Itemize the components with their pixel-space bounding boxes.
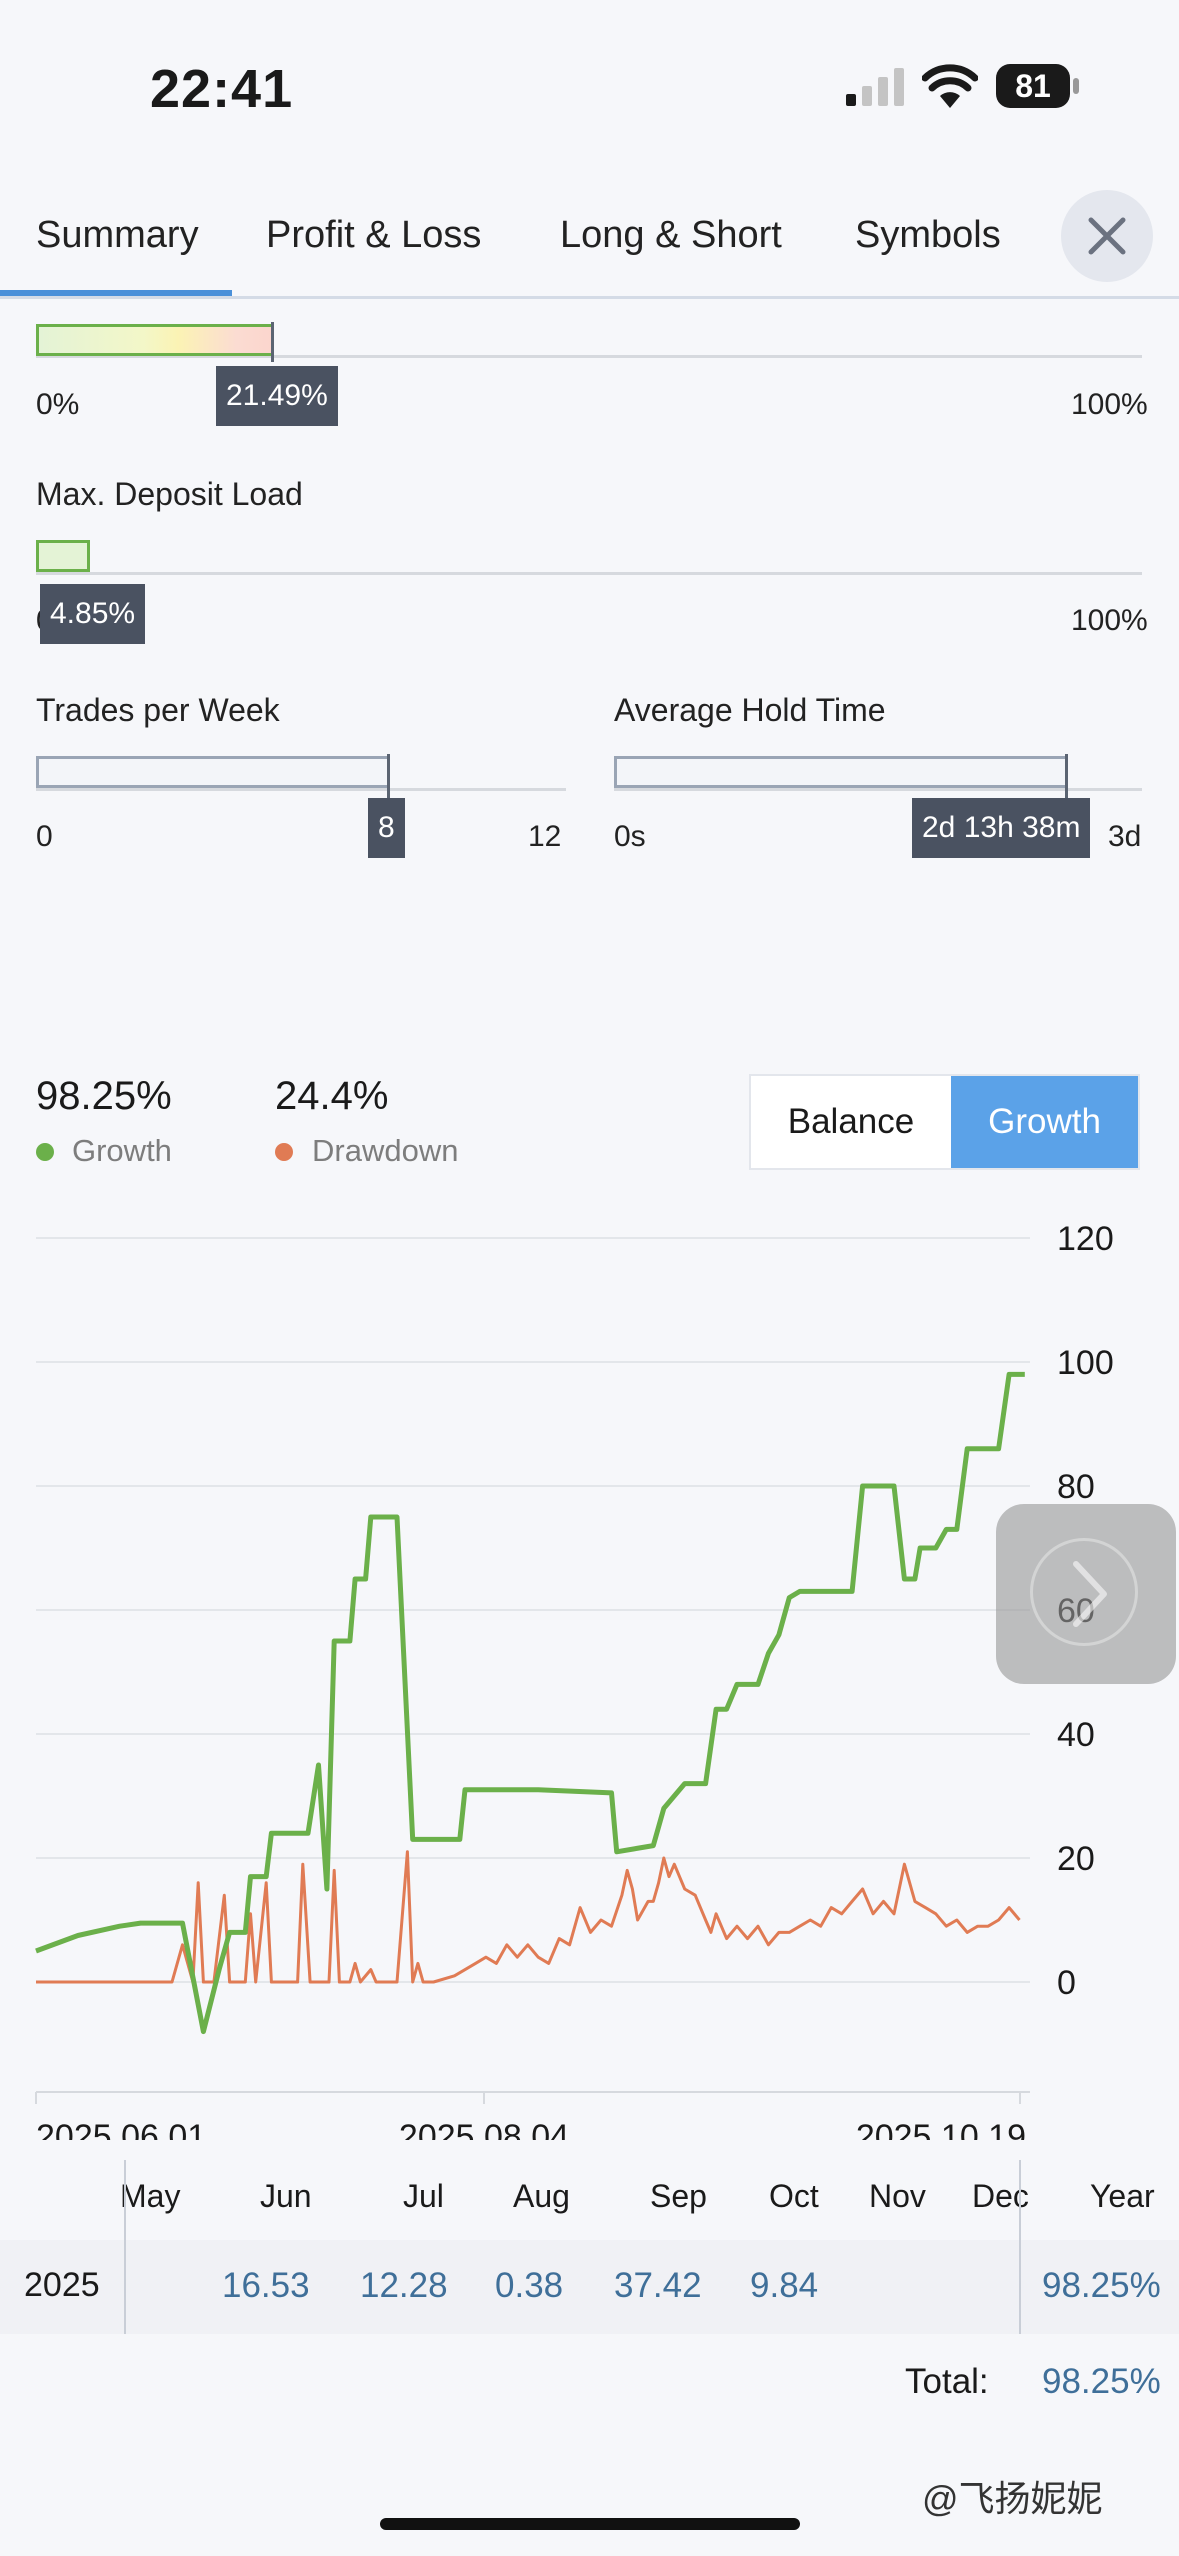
load-gauge-value: 21.49%: [216, 366, 338, 426]
battery-level: 81: [996, 64, 1070, 108]
month-header-jun: Jun: [260, 2178, 312, 2214]
month-header-nov: Nov: [869, 2178, 926, 2214]
value-jul: 12.28: [360, 2266, 448, 2305]
year-header: Year: [1090, 2178, 1155, 2214]
y-tick-label: 120: [1057, 1220, 1114, 1258]
trades-per-week-value: 8: [368, 798, 405, 858]
close-icon: [1088, 217, 1126, 255]
drawdown-label: Drawdown: [312, 1133, 459, 1168]
trades-per-week-min: 0: [36, 820, 53, 853]
month-header-sep: Sep: [650, 2178, 707, 2214]
watermark: @飞扬妮妮: [922, 2478, 1103, 2519]
deposit-load-label: Max. Deposit Load: [36, 476, 303, 512]
y-tick-label: 80: [1057, 1468, 1095, 1506]
home-indicator[interactable]: [380, 2518, 800, 2530]
value-jun: 16.53: [222, 2266, 310, 2305]
total-value: 98.25%: [1042, 2362, 1161, 2401]
battery-icon: 81: [996, 64, 1080, 108]
growth-label: Growth: [72, 1133, 172, 1168]
value-aug: 0.38: [495, 2266, 564, 2305]
close-button[interactable]: [1061, 190, 1153, 282]
trades-per-week-label: Trades per Week: [36, 692, 280, 728]
tab-symbols[interactable]: Symbols: [855, 214, 1001, 256]
total-label: Total:: [905, 2362, 989, 2401]
y-tick-label: 100: [1057, 1344, 1114, 1382]
month-header-jul: Jul: [403, 2178, 444, 2214]
avg-hold-time-fill: [614, 756, 1068, 788]
balance-toggle-button[interactable]: Balance: [787, 1102, 915, 1141]
active-tab-indicator: [0, 290, 232, 296]
cellular-signal-icon: [846, 68, 904, 106]
value-sep: 37.42: [614, 2266, 702, 2305]
load-gauge-fill: [36, 324, 274, 356]
trades-per-week-fill: [36, 756, 390, 788]
avg-hold-time-max: 3d: [1108, 820, 1142, 853]
x-tick-label: 2025.10.19: [856, 2118, 1026, 2140]
chart-mode-toggle: Balance Growth: [749, 1074, 1140, 1170]
drawdown-series-line: [36, 1850, 1021, 1984]
growth-legend-dot: [36, 1143, 54, 1161]
growth-toggle-button[interactable]: Growth: [951, 1076, 1138, 1168]
x-tick-label: 2025.06.01: [36, 2118, 206, 2140]
tab-bar: Summary Profit & Loss Long & Short Symbo…: [0, 196, 1179, 299]
deposit-load-fill: [36, 540, 90, 572]
growth-series-line: [35, 1371, 1025, 2035]
load-gauge-max: 100%: [1071, 388, 1148, 421]
row-year: 2025: [24, 2266, 100, 2304]
wifi-icon: [922, 64, 978, 108]
load-gauge-min: 0%: [36, 388, 80, 421]
drawdown-legend-dot: [275, 1143, 293, 1161]
y-tick-label: 0: [1057, 1964, 1076, 2002]
growth-chart: 120100806040200 2025.06.012025.08.042025…: [35, 1220, 1114, 2140]
status-time: 22:41: [150, 59, 294, 119]
tab-summary[interactable]: Summary: [36, 214, 199, 256]
avg-hold-time-label: Average Hold Time: [614, 692, 886, 728]
avg-hold-time-value: 2d 13h 38m: [912, 798, 1091, 858]
deposit-load-value: 4.85%: [40, 584, 146, 644]
trades-per-week-max: 12: [528, 820, 562, 853]
chevron-right-icon: [1073, 1561, 1107, 1627]
deposit-load-max: 100%: [1071, 604, 1148, 637]
drawdown-value: 24.4%: [275, 1074, 389, 1118]
growth-value: 98.25%: [36, 1074, 172, 1118]
tab-profit-loss[interactable]: Profit & Loss: [266, 214, 482, 256]
avg-hold-time-min: 0s: [614, 820, 646, 853]
y-tick-label: 20: [1057, 1840, 1095, 1878]
x-tick-label: 2025.08.04: [399, 2118, 569, 2140]
y-tick-label: 40: [1057, 1716, 1095, 1754]
month-header-oct: Oct: [769, 2178, 819, 2214]
value-year: 98.25%: [1042, 2266, 1161, 2305]
month-header-may: May: [120, 2178, 181, 2214]
tab-long-short[interactable]: Long & Short: [560, 214, 782, 256]
next-chart-button[interactable]: [996, 1504, 1176, 1684]
month-header-aug: Aug: [513, 2178, 570, 2214]
table-row: [0, 2240, 1179, 2334]
value-oct: 9.84: [750, 2266, 819, 2305]
